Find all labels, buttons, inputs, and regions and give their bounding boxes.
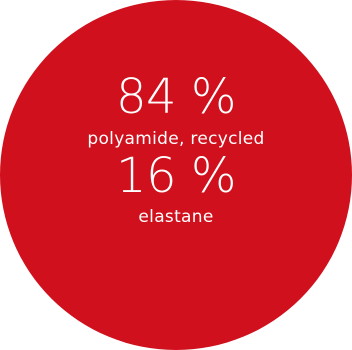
composition-percent-1: 84 % [116,69,236,125]
composition-material-2: elastane [138,207,214,227]
composition-percent-2: 16 % [116,148,236,204]
composition-material-1: polyamide, recycled [87,129,265,149]
